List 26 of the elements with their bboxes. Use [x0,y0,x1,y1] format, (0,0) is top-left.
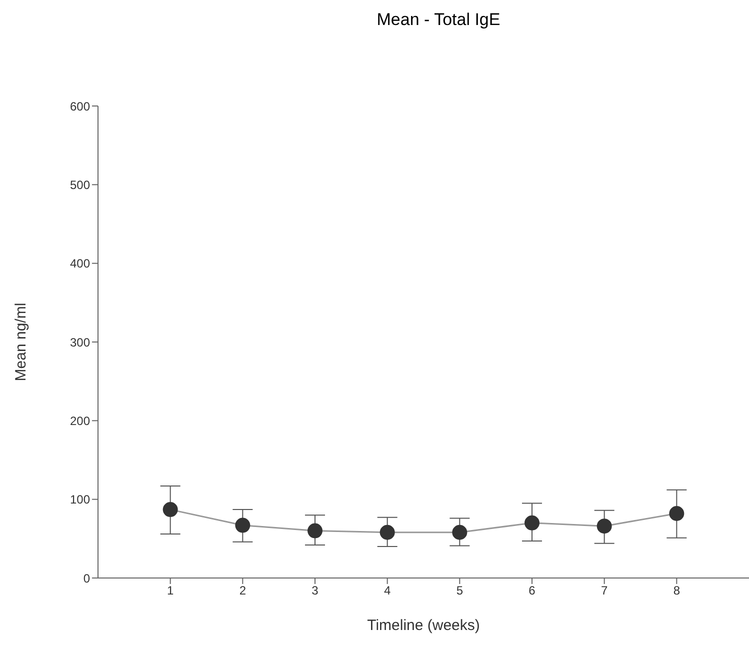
point [308,523,322,538]
point [452,524,468,540]
x-tick-label: 3 [312,584,319,598]
x-tick-label: 8 [673,584,680,598]
chart-title: Mean - Total IgE [376,9,502,31]
x-tick-label: 6 [528,584,536,598]
y-tick-label: 300 [70,335,90,350]
point [235,518,250,533]
point [596,518,612,534]
x-tick-label: 2 [239,584,246,598]
point [524,515,540,530]
y-axis-title: Mean ng/ml [12,302,30,382]
y-tick-label: 200 [70,414,90,428]
x-tick-label: 4 [384,584,391,598]
x-tick-label: 5 [456,584,464,598]
point [380,524,395,540]
x-tick-label: 7 [600,584,608,598]
x-tick-label: 1 [166,584,174,598]
y-tick-label: 100 [70,492,90,507]
y-tick-label: 0 [83,571,90,586]
point [162,502,178,518]
y-tick-label: 600 [70,99,90,114]
y-tick-label: 400 [70,256,90,271]
x-axis-title: Timeline (weeks) [367,617,480,634]
point [669,506,684,521]
y-tick-label: 500 [70,178,90,192]
